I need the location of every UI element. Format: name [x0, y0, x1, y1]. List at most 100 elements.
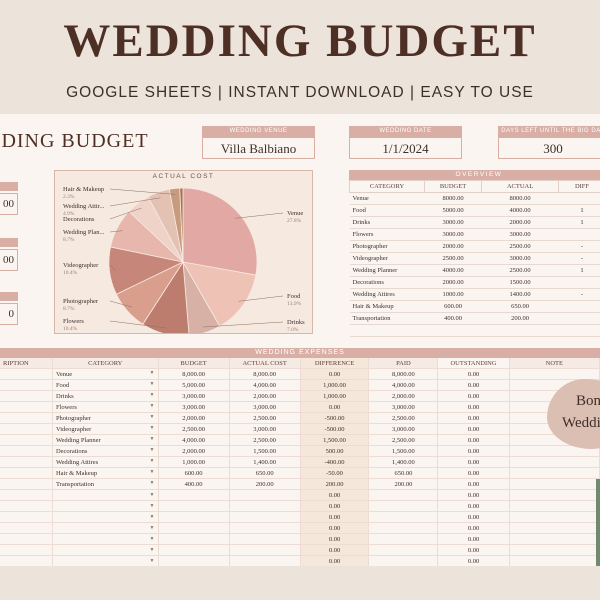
overview-cell[interactable]: Photographer: [349, 240, 425, 253]
expense-cell[interactable]: 5,000.00: [158, 379, 230, 391]
chevron-down-icon[interactable]: ▼: [149, 480, 155, 486]
overview-cell[interactable]: [558, 324, 600, 337]
expense-cell[interactable]: 1,000.00: [300, 379, 370, 391]
chevron-down-icon[interactable]: ▼: [149, 414, 155, 420]
expense-cell[interactable]: 1,400.00: [229, 456, 301, 468]
expense-cell[interactable]: [0, 467, 53, 479]
chevron-down-icon[interactable]: ▼: [149, 436, 155, 442]
expense-cell[interactable]: 3,000.00: [368, 401, 439, 413]
expense-cell[interactable]: [509, 489, 600, 501]
expense-cell[interactable]: 0.00: [437, 368, 510, 380]
expense-cell[interactable]: 0.00: [300, 544, 370, 556]
expense-cell[interactable]: [158, 500, 230, 512]
expense-cell[interactable]: [0, 379, 53, 391]
expense-cell[interactable]: 1,500.00: [229, 445, 301, 457]
expense-cell[interactable]: 4,000.00: [368, 379, 439, 391]
expense-cell[interactable]: [509, 533, 600, 545]
expense-cell[interactable]: [229, 533, 301, 545]
chevron-down-icon[interactable]: ▼: [149, 492, 155, 498]
expense-cell[interactable]: [368, 522, 439, 534]
expense-cell[interactable]: [229, 555, 301, 566]
overview-cell[interactable]: [424, 324, 482, 337]
expense-cell[interactable]: 2,000.00: [229, 390, 301, 402]
expense-cell[interactable]: [368, 511, 439, 523]
overview-cell[interactable]: 8000.00: [424, 192, 482, 205]
overview-cell[interactable]: [349, 336, 425, 349]
expense-cell[interactable]: Wedding Planner ▼: [52, 434, 159, 446]
expense-cell[interactable]: [0, 390, 53, 402]
expense-cell[interactable]: 0.00: [300, 401, 370, 413]
overview-cell[interactable]: 600.00: [424, 300, 482, 313]
expense-cell[interactable]: 0.00: [300, 500, 370, 512]
expense-cell[interactable]: [229, 511, 301, 523]
expense-cell[interactable]: [509, 511, 600, 523]
expense-cell[interactable]: [158, 522, 230, 534]
expense-cell[interactable]: -500.00: [300, 412, 370, 424]
expense-cell[interactable]: [368, 500, 439, 512]
expense-cell[interactable]: -500.00: [300, 423, 370, 435]
overview-cell[interactable]: 1500.00: [481, 276, 559, 289]
expense-cell[interactable]: [229, 522, 301, 534]
overview-cell[interactable]: 1: [558, 204, 600, 217]
overview-cell[interactable]: -: [558, 252, 600, 265]
expense-cell[interactable]: Flowers ▼: [52, 401, 159, 413]
expense-cell[interactable]: Hair & Makeup ▼: [52, 467, 159, 479]
expense-cell[interactable]: 4,000.00: [229, 379, 301, 391]
overview-cell[interactable]: [558, 276, 600, 289]
overview-cell[interactable]: [558, 192, 600, 205]
chevron-down-icon[interactable]: ▼: [149, 503, 155, 509]
overview-cell[interactable]: [558, 228, 600, 241]
expense-cell[interactable]: [158, 489, 230, 501]
expense-cell[interactable]: 500.00: [300, 445, 370, 457]
expense-cell[interactable]: 3,000.00: [368, 423, 439, 435]
expense-cell[interactable]: 0.00: [437, 423, 510, 435]
date-field[interactable]: 1/1/2024: [349, 137, 462, 159]
expense-cell[interactable]: 0.00: [300, 511, 370, 523]
expense-cell[interactable]: ▼: [52, 489, 159, 501]
expense-cell[interactable]: [0, 511, 53, 523]
expense-cell[interactable]: ▼: [52, 522, 159, 534]
expense-cell[interactable]: [229, 489, 301, 501]
expense-cell[interactable]: [0, 412, 53, 424]
chevron-down-icon[interactable]: ▼: [149, 403, 155, 409]
overview-cell[interactable]: 2000.00: [481, 216, 559, 229]
expense-cell[interactable]: [0, 456, 53, 468]
overview-cell[interactable]: Hair & Makeup: [349, 300, 425, 313]
expense-cell[interactable]: [0, 489, 53, 501]
expense-cell[interactable]: 0.00: [300, 489, 370, 501]
expense-cell[interactable]: 0.00: [437, 489, 510, 501]
expense-cell[interactable]: 650.00: [229, 467, 301, 479]
expense-cell[interactable]: [0, 445, 53, 457]
expense-cell[interactable]: [158, 511, 230, 523]
expense-cell[interactable]: Food ▼: [52, 379, 159, 391]
expense-cell[interactable]: 1,000.00: [300, 390, 370, 402]
expense-cell[interactable]: 0.00: [437, 390, 510, 402]
expense-cell[interactable]: 2,000.00: [158, 412, 230, 424]
expense-cell[interactable]: 2,000.00: [158, 445, 230, 457]
overview-cell[interactable]: Venue: [349, 192, 425, 205]
overview-cell[interactable]: 2500.00: [481, 240, 559, 253]
expense-cell[interactable]: -50.00: [300, 467, 370, 479]
side-value-1[interactable]: 00: [0, 193, 18, 215]
expense-cell[interactable]: [0, 478, 53, 490]
expense-cell[interactable]: [368, 555, 439, 566]
overview-cell[interactable]: [481, 336, 559, 349]
overview-cell[interactable]: Drinks: [349, 216, 425, 229]
expense-cell[interactable]: 0.00: [437, 555, 510, 566]
expense-cell[interactable]: 2,500.00: [368, 412, 439, 424]
expense-cell[interactable]: [509, 522, 600, 534]
expense-cell[interactable]: 0.00: [437, 434, 510, 446]
expense-cell[interactable]: 0.00: [300, 555, 370, 566]
overview-cell[interactable]: 3000.00: [424, 216, 482, 229]
overview-cell[interactable]: Food: [349, 204, 425, 217]
expense-cell[interactable]: 0.00: [437, 445, 510, 457]
overview-cell[interactable]: Flowers: [349, 228, 425, 241]
expense-cell[interactable]: 8,000.00: [368, 368, 439, 380]
overview-cell[interactable]: [558, 336, 600, 349]
expense-cell[interactable]: [0, 500, 53, 512]
overview-cell[interactable]: 3000.00: [424, 228, 482, 241]
overview-cell[interactable]: Videographer: [349, 252, 425, 265]
expense-cell[interactable]: 4,000.00: [158, 434, 230, 446]
expense-cell[interactable]: 3,000.00: [229, 401, 301, 413]
overview-cell[interactable]: 1: [558, 216, 600, 229]
